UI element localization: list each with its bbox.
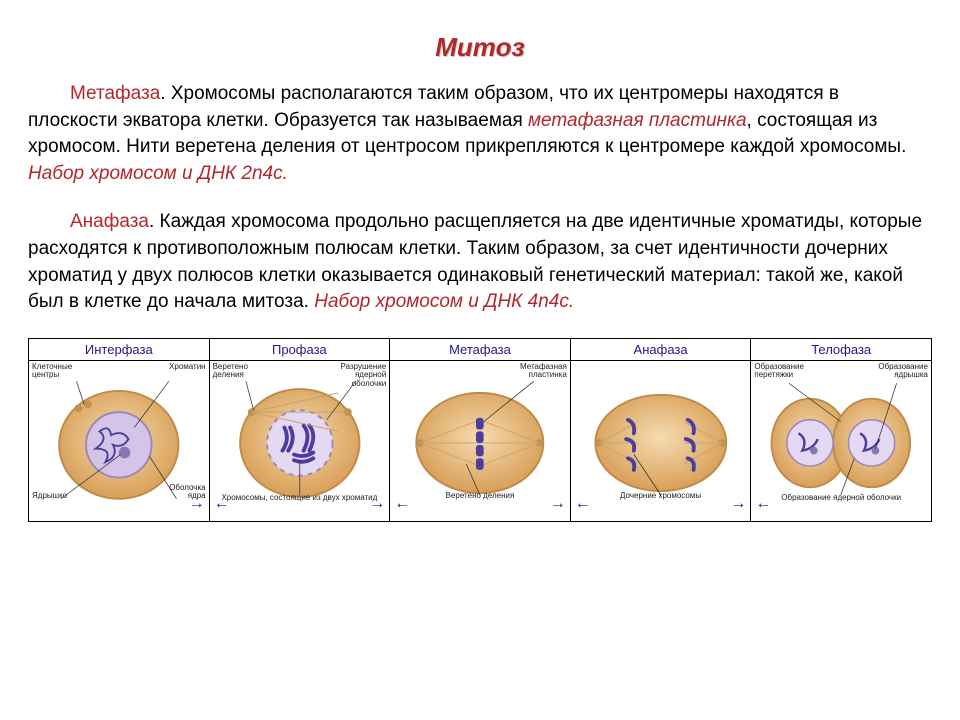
mitosis-diagram: Интерфаза Клеточные центры Хроматин Ядры… (28, 338, 932, 522)
label-bottom: Веретено деления (390, 492, 570, 500)
arrow-left-icon: ← (394, 495, 410, 513)
arrow-left-icon: ← (755, 495, 771, 513)
metaphase-highlight: метафазная пластинка (528, 110, 747, 131)
phase-header: Интерфаза (29, 339, 209, 361)
label-tl: Образование перетяжки (754, 363, 814, 380)
label-tr: Разрушение ядерной оболочки (330, 363, 386, 388)
phase-header: Анафаза (571, 339, 751, 361)
arrow-right-icon: → (550, 495, 566, 513)
label-tl: Веретено деления (213, 363, 263, 380)
phase-header: Метафаза (390, 339, 570, 361)
anaphase-label: Анафаза (70, 211, 149, 232)
phase-telophase: Телофаза Образование перетяжки Образован… (751, 338, 932, 522)
phase-header: Телофаза (751, 339, 931, 361)
label-tl: Клеточные центры (32, 363, 82, 380)
metaphase-label: Метафаза (70, 83, 160, 104)
arrow-right-icon: → (189, 495, 205, 513)
metaphase-dna: Набор хромосом и ДНК 2n4c. (28, 163, 288, 184)
phase-header: Профаза (210, 339, 390, 361)
phase-metaphase: Метафаза Метафазная пластинка Веретено д… (390, 338, 571, 522)
label-tr: Образование ядрышка (868, 363, 928, 380)
label-bottom: Образование ядерной оболочки (751, 494, 931, 502)
metaphase-paragraph: Метафаза. Хромосомы располагаются таким … (28, 81, 932, 187)
label-bottom: Хромосомы, состоящие из двух хроматид (210, 494, 390, 502)
arrow-right-icon: → (730, 495, 746, 513)
label-tr: Метафазная пластинка (503, 363, 567, 380)
arrow-left-icon: ← (214, 495, 230, 513)
label-bottom: Дочерние хромосомы (571, 492, 751, 500)
phase-anaphase: Анафаза Дочерние хромосомы ← → (571, 338, 752, 522)
page-title: Митоз (28, 32, 932, 63)
arrow-right-icon: → (369, 495, 385, 513)
phase-prophase: Профаза Веретено деления Разрушение ядер… (210, 338, 391, 522)
phase-interphase: Интерфаза Клеточные центры Хроматин Ядры… (29, 338, 210, 522)
label-bl: Ядрышко (32, 492, 67, 500)
anaphase-paragraph: Анафаза. Каждая хромосома продольно расщ… (28, 209, 932, 315)
arrow-left-icon: ← (575, 495, 591, 513)
anaphase-dna: Набор хромосом и ДНК 4n4c. (314, 291, 574, 312)
label-tr: Хроматин (160, 363, 206, 371)
